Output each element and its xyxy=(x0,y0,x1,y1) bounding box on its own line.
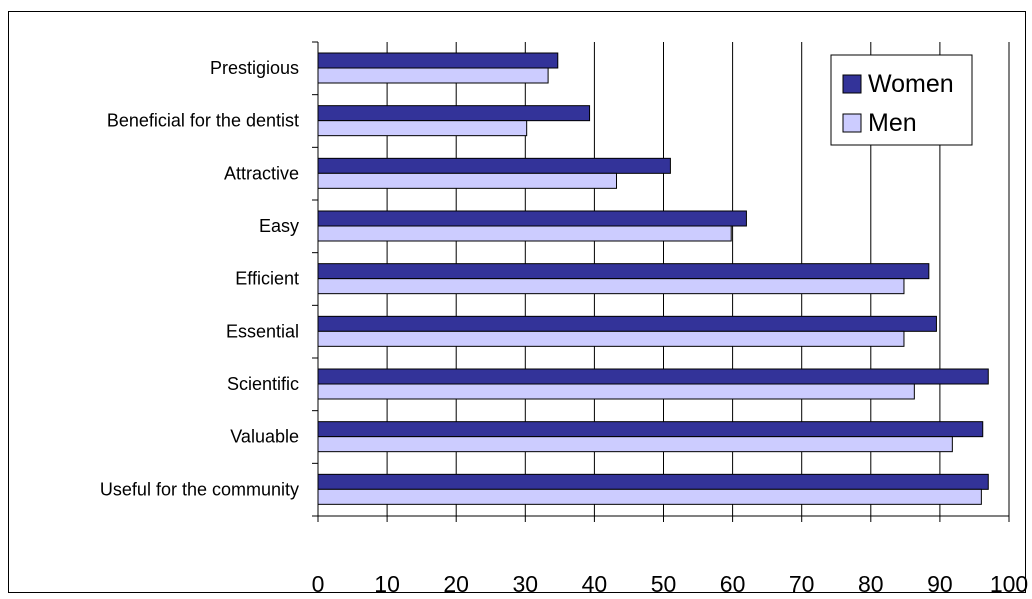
bar-men-1 xyxy=(317,120,528,137)
bar-women-5 xyxy=(317,315,937,332)
bar-women-8 xyxy=(317,473,989,490)
category-label-7: Valuable xyxy=(230,427,299,447)
tick-label-x-90: 90 xyxy=(927,571,953,597)
bars xyxy=(317,52,989,505)
tick-label-x-0: 0 xyxy=(312,571,325,597)
bar-men-0 xyxy=(317,67,549,84)
bar-women-7 xyxy=(317,421,984,438)
category-label-6: Scientific xyxy=(227,374,299,394)
tick-label-x-40: 40 xyxy=(582,571,608,597)
category-label-0: Prestigious xyxy=(210,58,299,78)
bar-men-4 xyxy=(317,278,905,295)
category-label-1: Beneficial for the dentist xyxy=(107,111,299,131)
bar-women-2 xyxy=(317,157,671,174)
bar-men-5 xyxy=(317,330,905,347)
tick-label-x-20: 20 xyxy=(443,571,469,597)
bar-women-1 xyxy=(317,105,591,122)
category-label-8: Useful for the community xyxy=(100,479,299,499)
bar-women-4 xyxy=(317,263,930,280)
legend-swatch-women xyxy=(842,74,862,94)
tick-label-x-10: 10 xyxy=(374,571,400,597)
bar-men-6 xyxy=(317,383,915,400)
legend-label-women: Women xyxy=(868,70,954,98)
legend-label-men: Men xyxy=(868,109,917,137)
legend-swatch-men xyxy=(842,113,862,133)
tick-label-x-50: 50 xyxy=(651,571,677,597)
category-label-5: Essential xyxy=(226,321,299,341)
tick-label-x-30: 30 xyxy=(513,571,539,597)
labels: 0 10 20 30 40 50 60 70 80 90 100 Prestigious Benefic… xyxy=(100,58,1028,597)
bar-men-2 xyxy=(317,172,618,189)
legend: Women Men xyxy=(830,54,973,146)
tick-label-x-70: 70 xyxy=(789,571,815,597)
bar-women-6 xyxy=(317,368,989,385)
tick-label-x-60: 60 xyxy=(720,571,746,597)
tick-label-x-100: 100 xyxy=(990,571,1028,597)
bar-men-7 xyxy=(317,436,953,453)
category-label-3: Easy xyxy=(259,216,299,236)
category-label-4: Efficient xyxy=(235,269,299,289)
bar-men-8 xyxy=(317,488,982,505)
bar-women-3 xyxy=(317,210,747,227)
bar-men-3 xyxy=(317,225,732,242)
category-label-2: Attractive xyxy=(224,163,299,183)
tick-label-x-80: 80 xyxy=(858,571,884,597)
bar-women-0 xyxy=(317,52,559,69)
axes xyxy=(312,41,1010,522)
